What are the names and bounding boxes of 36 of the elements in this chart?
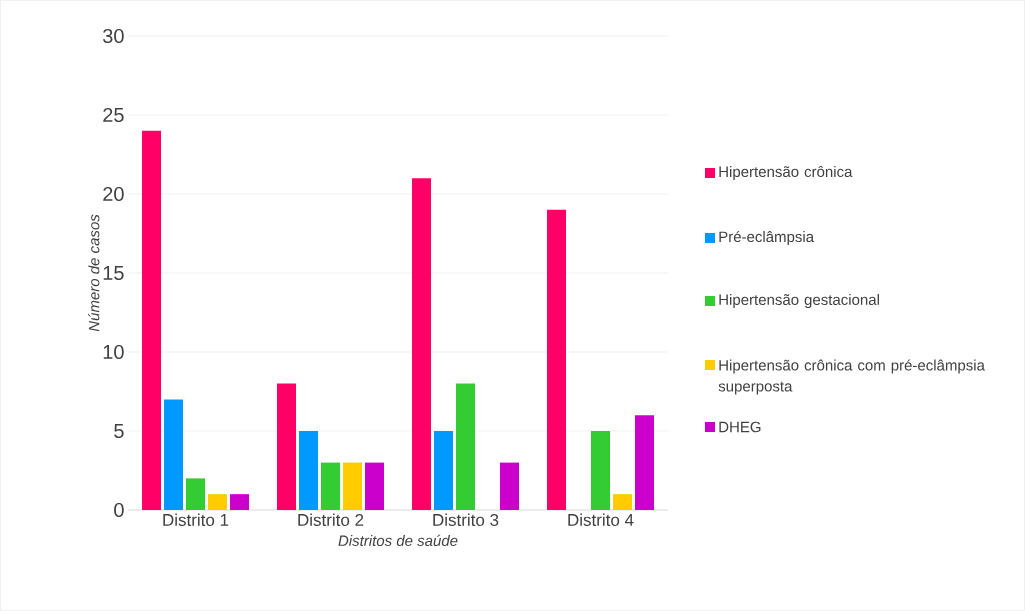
bar [343, 462, 363, 510]
legend-label: DHEG [719, 421, 761, 433]
y-axis-title: Número de casos [88, 214, 100, 332]
bar [456, 383, 476, 510]
bar [142, 130, 162, 510]
bar [591, 430, 611, 510]
bar [186, 478, 206, 510]
y-tick-label: 30 [103, 28, 124, 44]
bar [434, 430, 454, 510]
y-tick-label: 20 [103, 186, 124, 202]
bar [321, 462, 341, 510]
bar [208, 494, 228, 510]
bar [613, 494, 633, 510]
y-tick-label: 10 [103, 344, 124, 360]
x-axis-title: Distritos de saúde [338, 534, 458, 547]
bar [164, 399, 184, 510]
x-tick-label: Distrito 4 [568, 513, 634, 526]
legend-label: Hipertensão crônica [719, 165, 853, 180]
bar [635, 415, 655, 510]
x-tick-label: Distrito 3 [433, 513, 499, 526]
bar [500, 462, 520, 510]
x-tick-label: Distrito 1 [163, 513, 229, 526]
legend-label: Pré-eclâmpsia [719, 230, 815, 246]
legend-label: Hipertensão gestacional [719, 293, 879, 308]
y-tick-label: 5 [114, 424, 124, 438]
legend-label: Hipertensão crônica com pré-eclâmpsia superposta [718, 359, 985, 395]
y-tick-label: 0 [114, 502, 124, 518]
bar [277, 383, 297, 510]
bar [230, 494, 250, 510]
bar [547, 209, 567, 510]
x-tick-label: Distrito 2 [298, 513, 364, 526]
bar [299, 430, 319, 510]
bar [412, 178, 432, 510]
bar [365, 462, 385, 510]
y-tick-label: 15 [103, 266, 124, 280]
y-tick-label: 25 [103, 107, 124, 123]
